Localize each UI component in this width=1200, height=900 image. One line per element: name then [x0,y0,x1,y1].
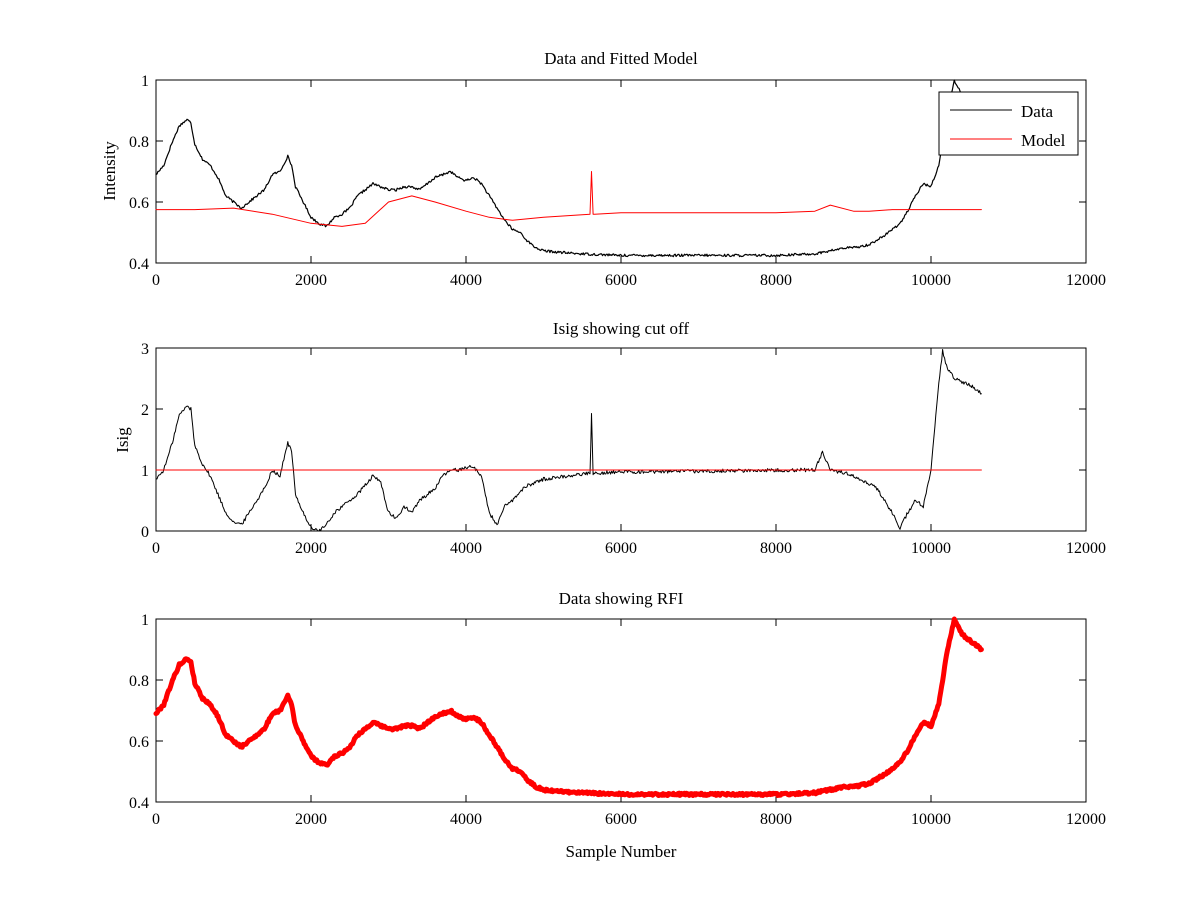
subplot-2: Isig showing cut off Isig 0 2000 4000 6000 8… [113,319,1106,557]
y-tick-label: 0.4 [129,256,149,273]
axes-frame-2 [155,347,1087,532]
x-tick-label: 0 [152,272,160,289]
x-tick-label: 2000 [295,272,327,289]
x-tick-label: 2000 [295,811,327,828]
y-tick-label: 1 [141,463,149,480]
x-tick-label: 6000 [605,811,637,828]
series-layer-1 [155,79,982,258]
x-axis-label-3: Sample Number [566,842,677,861]
tick-layer-3: 0 2000 4000 6000 8000 10000 12000 0.4 0.6 0.8 1 [129,612,1106,828]
x-tick-label: 6000 [605,540,637,557]
x-tick-label: 8000 [760,272,792,289]
x-tick-label: 12000 [1066,540,1106,557]
subplot-1: Data and Fitted Model Intensity 0 2000 400… [100,49,1106,289]
y-tick-label: 1 [141,73,149,90]
x-tick-label: 10000 [911,272,951,289]
y-tick-label: 2 [141,402,149,419]
x-tick-label: 6000 [605,272,637,289]
y-tick-label: 0.8 [129,673,149,690]
series-line-data [155,79,982,258]
tick-layer-2: 0 2000 4000 6000 8000 10000 12000 0 1 2 3 [141,341,1106,557]
x-tick-label: 4000 [450,272,482,289]
series-line-series-1 [155,349,982,532]
legend: Data Model [938,91,1079,156]
y-tick-label: 0 [141,524,149,541]
y-tick-label: 0.6 [129,734,149,751]
subplot-3: Data showing RFI Sample Number 0 2000 4000… [129,589,1106,861]
y-tick-label: 0.4 [129,795,149,812]
legend-label-model: Model [1021,131,1066,150]
chart-title-2: Isig showing cut off [553,319,689,338]
y-tick-label: 0.6 [129,195,149,212]
axes-frame-3 [155,618,1087,803]
y-tick-label: 0.8 [129,134,149,151]
chart-title-1: Data and Fitted Model [544,49,698,68]
x-tick-label: 2000 [295,540,327,557]
series-layer-3 [153,616,984,798]
x-tick-label: 10000 [911,811,951,828]
series-line-series-1 [153,616,984,798]
x-tick-label: 0 [152,811,160,828]
x-tick-label: 4000 [450,811,482,828]
y-tick-label: 3 [141,341,149,358]
axes-frame-1 [155,79,1087,264]
series-layer-2 [155,349,982,532]
x-tick-label: 0 [152,540,160,557]
x-tick-label: 8000 [760,811,792,828]
x-tick-label: 12000 [1066,272,1106,289]
y-axis-label-2: Isig [113,427,132,453]
chart-title-3: Data showing RFI [559,589,684,608]
y-axis-label-1: Intensity [100,141,119,201]
legend-label-data: Data [1021,102,1054,121]
y-tick-label: 1 [141,612,149,629]
x-tick-label: 4000 [450,540,482,557]
x-tick-label: 10000 [911,540,951,557]
x-tick-label: 8000 [760,540,792,557]
series-line-model [155,171,982,227]
legend-box [938,91,1079,156]
tick-layer-1: 0 2000 4000 6000 8000 10000 12000 0.4 0.6 0.8 1 [129,73,1106,289]
x-tick-label: 12000 [1066,811,1106,828]
